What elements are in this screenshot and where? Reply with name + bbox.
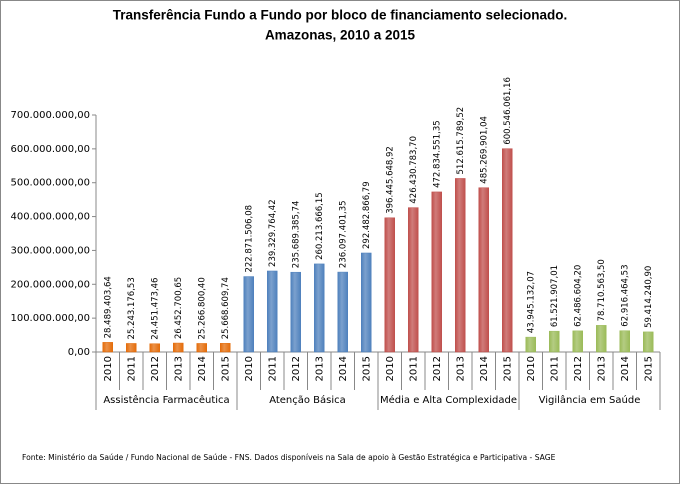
x-tick-label: 2012 xyxy=(150,356,161,381)
value-label: 62.486.604,20 xyxy=(573,265,583,327)
value-label: 426.430.783,70 xyxy=(409,136,419,204)
bar xyxy=(408,207,419,353)
bar xyxy=(196,343,207,353)
x-tick-label: 2012 xyxy=(291,356,302,381)
bar xyxy=(431,191,442,353)
value-label: 25.266.800,40 xyxy=(197,277,207,339)
chart-title: Transferência Fundo a Fundo por bloco de… xyxy=(113,8,568,23)
y-tick-label: 0,00 xyxy=(68,347,90,358)
x-tick-label: 2015 xyxy=(361,356,372,381)
x-tick-label: 2012 xyxy=(432,356,443,381)
bar xyxy=(243,276,254,353)
bar xyxy=(384,217,395,353)
bar xyxy=(455,178,466,353)
y-tick-label: 200.000.000,00 xyxy=(10,279,90,290)
value-label: 292.482.866,79 xyxy=(362,181,372,249)
bar xyxy=(314,263,325,353)
value-label: 222.871.506,08 xyxy=(244,205,254,273)
bar xyxy=(572,330,583,353)
bar xyxy=(220,343,231,353)
value-label: 43.945.132,07 xyxy=(526,271,536,333)
value-label: 235.689.385,74 xyxy=(291,201,301,269)
x-tick-label: 2013 xyxy=(455,356,466,381)
x-tick-label: 2012 xyxy=(573,356,584,381)
y-tick-label: 600.000.000,00 xyxy=(10,144,90,155)
x-tick-label: 2014 xyxy=(197,356,208,381)
bar xyxy=(126,343,137,353)
group-label: Assistência Farmacêutica xyxy=(103,394,229,406)
bar xyxy=(525,336,536,353)
bar xyxy=(149,343,160,353)
bar xyxy=(549,330,560,353)
y-tick-label: 700.000.000,00 xyxy=(10,110,90,121)
value-label: 512.615.789,52 xyxy=(456,107,466,175)
x-tick-label: 2014 xyxy=(479,356,490,381)
bar xyxy=(643,331,654,353)
value-label: 485.269.901,04 xyxy=(479,116,489,184)
x-tick-label: 2011 xyxy=(408,356,419,381)
x-tick-label: 2010 xyxy=(244,356,255,381)
bar xyxy=(502,148,513,353)
group-label: Atenção Básica xyxy=(269,394,346,406)
x-tick-label: 2011 xyxy=(267,356,278,381)
value-label: 600.546.061,16 xyxy=(503,77,513,145)
value-label: 28.489.403,64 xyxy=(103,276,113,338)
x-tick-label: 2015 xyxy=(220,356,231,381)
x-tick-label: 2010 xyxy=(385,356,396,381)
x-tick-label: 2014 xyxy=(620,356,631,381)
value-label: 61.521.907,01 xyxy=(550,265,560,327)
x-tick-label: 2014 xyxy=(338,356,349,381)
x-tick-label: 2015 xyxy=(643,356,654,381)
chart-subtitle: Amazonas, 2010 a 2015 xyxy=(265,28,416,43)
bar xyxy=(267,270,278,353)
value-label: 260.213.666,15 xyxy=(315,192,325,260)
y-tick-label: 500.000.000,00 xyxy=(10,178,90,189)
value-label: 25.243.176,53 xyxy=(127,277,137,339)
bar xyxy=(619,330,630,353)
value-label: 78.710.563,50 xyxy=(597,259,607,321)
source-note: Fonte: Ministério da Saúde / Fundo Nacio… xyxy=(22,453,556,462)
x-tick-label: 2013 xyxy=(173,356,184,381)
value-label: 472.834.551,35 xyxy=(432,120,442,188)
x-tick-label: 2011 xyxy=(549,356,560,381)
y-tick-label: 400.000.000,00 xyxy=(10,212,90,223)
bar xyxy=(596,325,607,353)
x-tick-label: 2013 xyxy=(314,356,325,381)
bar xyxy=(290,271,301,353)
value-label: 62.916.464,53 xyxy=(620,265,630,327)
bar xyxy=(102,342,113,353)
x-tick-label: 2013 xyxy=(596,356,607,381)
bar xyxy=(361,252,372,353)
value-label: 24.451.473,46 xyxy=(150,278,160,340)
bar xyxy=(173,342,184,353)
x-tick-label: 2010 xyxy=(103,356,114,381)
y-tick-label: 100.000.000,00 xyxy=(10,313,90,324)
value-label: 239.329.764,42 xyxy=(268,199,278,267)
value-label: 25.668.609,74 xyxy=(221,277,231,339)
value-label: 26.452.700,65 xyxy=(174,277,184,339)
value-label: 396.445.648,92 xyxy=(385,146,395,214)
x-tick-label: 2010 xyxy=(526,356,537,381)
group-label: Média e Alta Complexidade xyxy=(380,394,517,406)
y-tick-label: 300.000.000,00 xyxy=(10,245,90,256)
x-tick-label: 2011 xyxy=(126,356,137,381)
bar xyxy=(478,187,489,353)
x-tick-label: 2015 xyxy=(502,356,513,381)
value-label: 236.097.401,35 xyxy=(338,200,348,268)
group-label: Vigilância em Saúde xyxy=(539,394,641,406)
bar xyxy=(337,271,348,353)
value-label: 59.414.240,90 xyxy=(644,266,654,328)
